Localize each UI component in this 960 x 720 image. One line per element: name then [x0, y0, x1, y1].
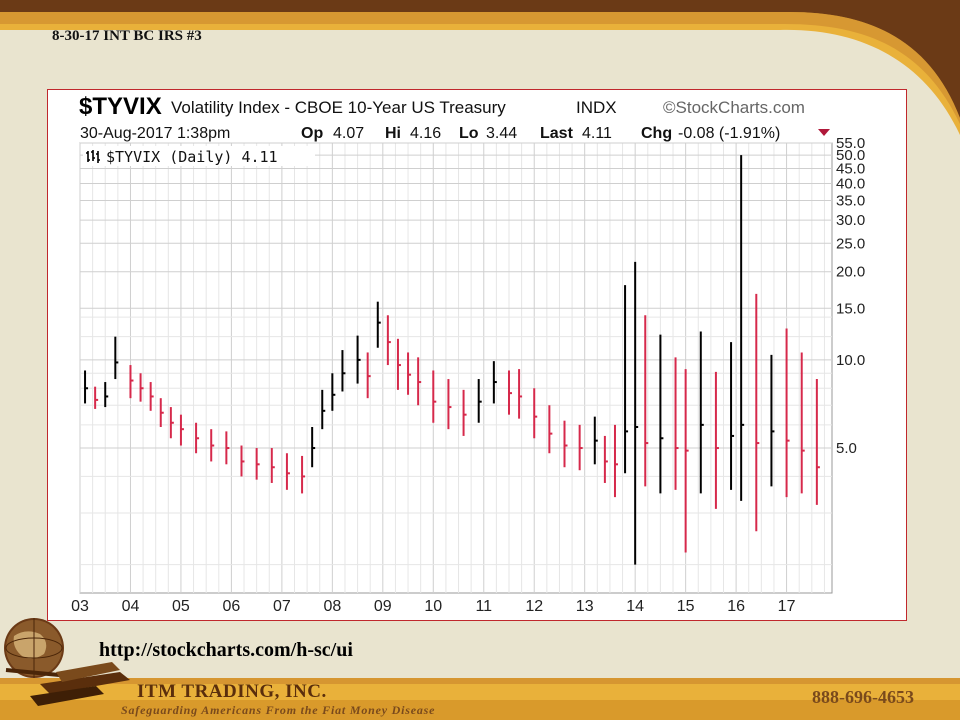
y-tick-label: 55.0: [836, 135, 865, 152]
legend-label: $TYVIX (Daily) 4.11: [106, 148, 278, 166]
legend-background: [83, 146, 315, 166]
bottom-band-brown: [0, 700, 960, 720]
source-url-link[interactable]: http://stockcharts.com/h-sc/ui: [99, 639, 353, 661]
change-down-icon: [818, 129, 830, 136]
x-tick-label: 14: [626, 598, 644, 615]
x-tick-label: 12: [525, 598, 543, 615]
company-name: ITM TRADING, INC.: [137, 681, 327, 702]
high-label: Hi: [385, 125, 401, 142]
grid-lines: [79, 142, 832, 593]
tyvix-chart: $TYVIX Volatility Index - CBOE 10-Year U…: [71, 93, 865, 615]
open-value: 4.07: [333, 125, 364, 142]
company-tagline: Safeguarding Americans From the Fiat Mon…: [121, 703, 436, 717]
top-band-light: [0, 12, 960, 124]
change-value: -0.08 (-1.91%): [678, 125, 780, 142]
y-tick-label: 15.0: [836, 300, 865, 317]
axis-ticks: 03 04 05 06 07 08 09 10 11 12 13 14 15 16 17 5.0 10.0 15.…: [71, 135, 865, 615]
y-tick-label: 5.0: [836, 440, 857, 457]
open-label: Op: [301, 125, 323, 142]
bottom-band-curve: [0, 678, 960, 684]
chart-instrument-name: Volatility Index - CBOE 10-Year US Treas…: [171, 98, 506, 117]
x-tick-label: 05: [172, 598, 190, 615]
y-tick-label: 45.0: [836, 161, 865, 178]
x-tick-label: 11: [475, 598, 492, 615]
chart-exchange: INDX: [576, 98, 617, 117]
last-value: 4.11: [582, 125, 612, 142]
slide-title: 8-30-17 INT BC IRS #3: [52, 28, 202, 44]
y-tick-label: 20.0: [836, 264, 865, 281]
y-tick-label: 25.0: [836, 235, 865, 252]
x-tick-label: 04: [122, 598, 140, 615]
x-tick-label: 03: [71, 598, 89, 615]
low-label: Lo: [459, 125, 479, 142]
chart-panel: $TYVIX Volatility Index - CBOE 10-Year U…: [47, 89, 907, 621]
x-tick-label: 07: [273, 598, 291, 615]
x-tick-label: 15: [677, 598, 695, 615]
phone-number: 888-696-4653: [812, 687, 914, 707]
x-tick-label: 06: [223, 598, 241, 615]
globe-icon: [4, 618, 71, 678]
y-tick-label: 40.0: [836, 176, 865, 193]
last-label: Last: [540, 125, 574, 142]
y-tick-label: 30.0: [836, 212, 865, 229]
x-tick-label: 09: [374, 598, 392, 615]
y-tick-label: 50.0: [836, 147, 865, 164]
chart-symbol: $TYVIX: [79, 93, 162, 120]
gold-bars-icon: [30, 662, 130, 706]
chart-datetime: 30-Aug-2017 1:38pm: [80, 125, 230, 142]
chart-source: ©StockCharts.com: [663, 98, 805, 117]
y-tick-label: 10.0: [836, 352, 865, 369]
low-value: 3.44: [486, 125, 517, 142]
price-bars: [84, 155, 820, 565]
plot-area: [79, 142, 833, 594]
x-tick-label: 10: [424, 598, 442, 615]
x-tick-label: 17: [778, 598, 796, 615]
y-tick-label: 35.0: [836, 192, 865, 209]
x-tick-label: 08: [323, 598, 341, 615]
x-tick-label: 13: [576, 598, 594, 615]
legend-bars-icon: [86, 150, 100, 163]
change-label: Chg: [641, 125, 672, 142]
high-value: 4.16: [410, 125, 441, 142]
x-tick-label: 16: [727, 598, 745, 615]
top-band-brown: [0, 0, 960, 118]
